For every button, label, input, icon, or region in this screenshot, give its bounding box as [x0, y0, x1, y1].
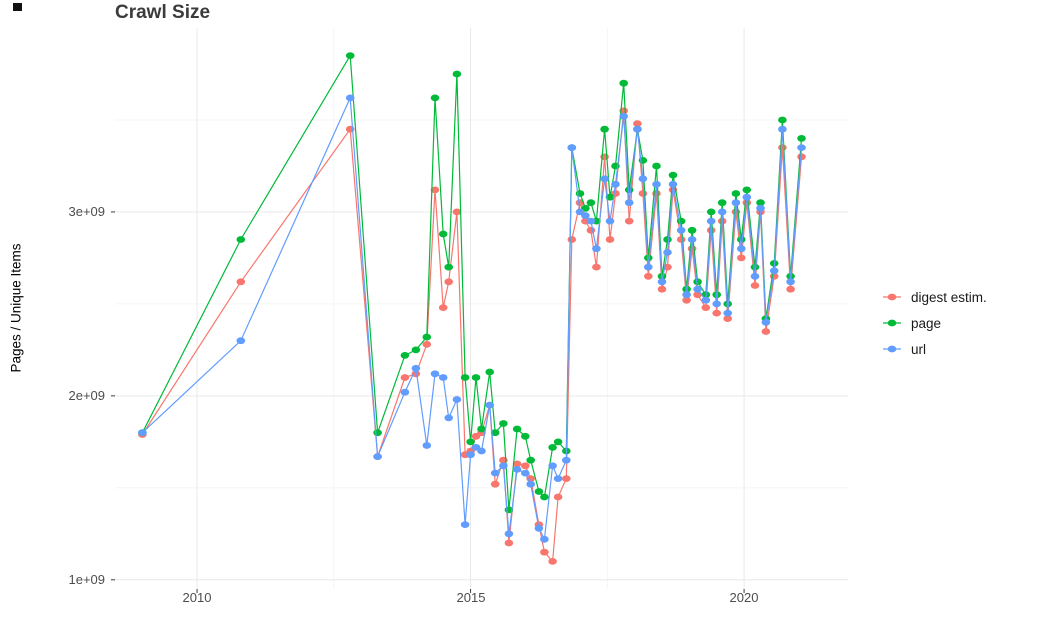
y-tick-label-3e09: 3e+09: [68, 204, 105, 219]
series-points-url: [138, 94, 806, 543]
x-tick-label-2020: 2020: [729, 590, 759, 605]
legend-item-digest: digest estim.: [880, 289, 987, 305]
legend-key-url-icon: [883, 345, 901, 353]
x-tick-label-2010: 2010: [182, 590, 212, 605]
axis-tick-marks: [111, 211, 745, 593]
gridlines-major: [115, 28, 848, 589]
legend: digest estim. page url: [880, 289, 987, 357]
legend-label-url: url: [911, 341, 927, 357]
legend-label-page: page: [911, 315, 942, 331]
y-tick-label-2e09: 2e+09: [68, 388, 105, 403]
series-line-url: [141, 97, 803, 542]
screen-corner-artifact: [13, 3, 22, 11]
legend-key-page-icon: [883, 319, 901, 327]
legend-item-page: page: [880, 315, 987, 331]
gridlines-minor: [115, 28, 848, 589]
y-tick-label-1e09: 1e+09: [68, 572, 105, 587]
chart-title: Crawl Size: [115, 2, 211, 23]
legend-key-digest-icon: [883, 293, 901, 301]
x-tick-label-2015: 2015: [456, 590, 486, 605]
series-line-digest: [141, 110, 803, 563]
legend-label-digest: digest estim.: [911, 289, 987, 305]
legend-item-url: url: [880, 341, 987, 357]
series-points-digest: [138, 107, 806, 565]
